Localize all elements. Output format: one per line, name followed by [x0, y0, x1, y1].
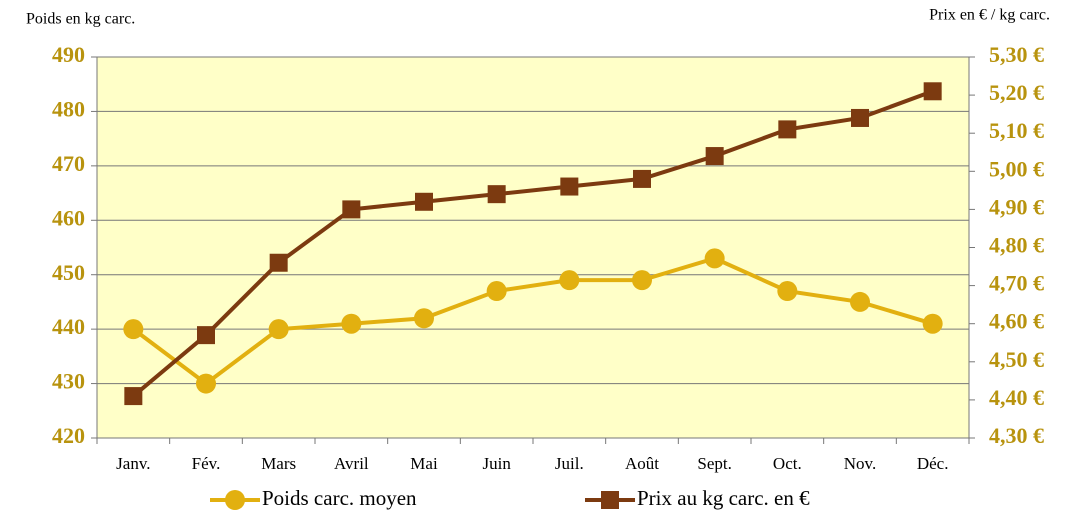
- x-tick-label: Avril: [334, 454, 369, 473]
- y-axis-title: Poids en kg carc.: [26, 11, 135, 28]
- marker: [850, 291, 870, 312]
- marker: [633, 169, 651, 188]
- x-tick-label: Août: [625, 454, 659, 473]
- x-tick-label: Juil.: [555, 454, 584, 473]
- marker: [777, 281, 798, 302]
- marker: [268, 319, 289, 340]
- y2-tick-label: 4,80 €: [989, 233, 1044, 258]
- y2-tick-label: 4,70 €: [989, 271, 1044, 296]
- legend-label: Prix au kg carc. en €: [637, 486, 810, 510]
- marker: [486, 281, 507, 302]
- y-tick-label: 460: [52, 205, 85, 230]
- y2-tick-label: 5,00 €: [989, 156, 1044, 181]
- marker: [269, 253, 288, 272]
- y-tick-label: 420: [52, 423, 85, 448]
- x-tick-label: Fév.: [192, 454, 221, 473]
- y2-tick-label: 4,40 €: [989, 385, 1044, 410]
- y2-tick-label: 5,10 €: [989, 118, 1044, 143]
- y-tick-label: 490: [52, 42, 85, 67]
- marker: [632, 270, 652, 291]
- y-tick-label: 450: [52, 260, 85, 285]
- y2-tick-label: 5,30 €: [989, 42, 1044, 67]
- series-line: [132, 89, 934, 398]
- y2-axis-title: Prix en € / kg carc.: [929, 7, 1050, 24]
- y-tick-label: 440: [52, 314, 85, 339]
- marker: [342, 200, 361, 219]
- marker: [923, 82, 942, 101]
- y-tick-label: 470: [52, 151, 85, 176]
- x-tick-label: Oct.: [773, 454, 802, 473]
- marker: [197, 326, 215, 345]
- marker: [560, 177, 579, 196]
- legend-marker: [225, 490, 245, 510]
- legend-label: Poids carc. moyen: [262, 486, 417, 510]
- y2-tick-label: 5,20 €: [989, 80, 1044, 105]
- y2-tick-label: 4,50 €: [989, 347, 1044, 372]
- marker: [559, 270, 580, 291]
- x-tick-label: Juin: [482, 454, 511, 473]
- series-line: [132, 256, 934, 387]
- plot-area: [97, 57, 969, 438]
- marker: [704, 248, 725, 269]
- marker: [124, 387, 143, 406]
- marker: [778, 120, 797, 139]
- y-tick-label: 480: [52, 96, 85, 121]
- y2-tick-label: 4,90 €: [989, 194, 1044, 219]
- legend-marker: [601, 491, 619, 509]
- marker: [487, 185, 506, 204]
- x-tick-label: Mai: [410, 454, 438, 473]
- marker: [414, 308, 434, 329]
- x-tick-label: Mars: [261, 454, 296, 473]
- x-tick-label: Déc.: [917, 454, 949, 473]
- marker: [341, 313, 362, 334]
- y2-tick-label: 4,60 €: [989, 309, 1044, 334]
- marker: [123, 319, 144, 340]
- marker: [922, 313, 943, 334]
- marker: [851, 108, 869, 127]
- marker: [196, 373, 216, 394]
- marker: [705, 147, 724, 166]
- x-tick-label: Sept.: [697, 454, 731, 473]
- x-tick-label: Nov.: [844, 454, 876, 473]
- x-tick-label: Janv.: [116, 454, 150, 473]
- y2-tick-label: 4,30 €: [989, 423, 1044, 448]
- y-tick-label: 430: [52, 369, 85, 394]
- marker: [415, 192, 433, 211]
